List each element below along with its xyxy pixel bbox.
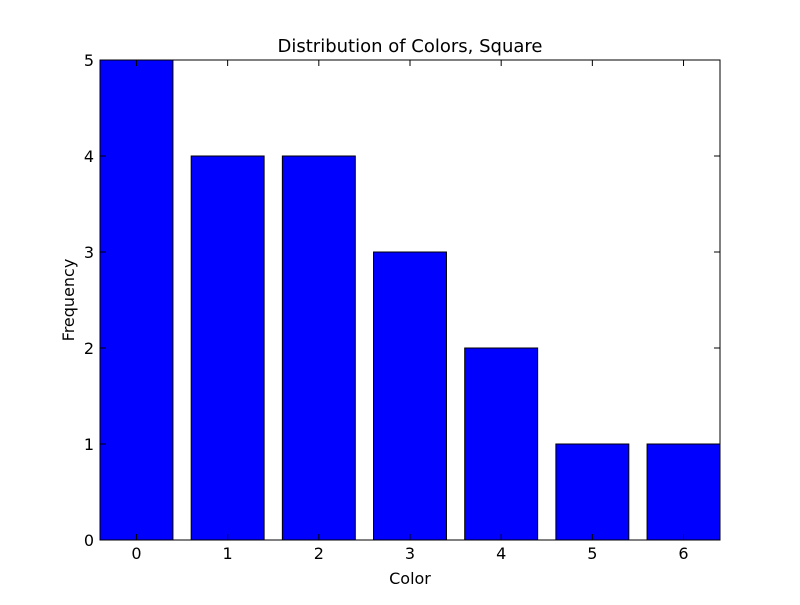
x-tick-label: 6 bbox=[678, 544, 688, 563]
bars-group bbox=[99, 59, 721, 541]
plot-frame bbox=[99, 59, 721, 541]
y-tick-label: 3 bbox=[84, 243, 94, 262]
y-tick-label: 5 bbox=[84, 51, 94, 70]
x-tick-label: 4 bbox=[496, 544, 506, 563]
y-tick-label: 4 bbox=[84, 147, 94, 166]
bar-6 bbox=[646, 443, 721, 541]
bar-5 bbox=[555, 443, 630, 541]
chart-title: Distribution of Colors, Square bbox=[278, 36, 543, 57]
y-tick-label: 2 bbox=[84, 339, 94, 358]
x-tick-label: 2 bbox=[314, 544, 324, 563]
x-tick-label: 0 bbox=[131, 544, 141, 563]
y-axis-label: Frequency bbox=[59, 259, 78, 342]
bar-0 bbox=[99, 59, 174, 541]
x-tick-label: 5 bbox=[587, 544, 597, 563]
ticks-group: 0 1 2 3 4 5 6 0 1 2 3 4 5 bbox=[84, 51, 720, 563]
x-axis-label: Color bbox=[389, 569, 431, 588]
bar-1 bbox=[190, 155, 265, 541]
x-tick-label: 1 bbox=[223, 544, 233, 563]
bar-3 bbox=[373, 251, 447, 541]
y-tick-label: 1 bbox=[84, 435, 94, 454]
x-tick-label: 3 bbox=[405, 544, 415, 563]
y-tick-label: 0 bbox=[84, 531, 94, 550]
bar-2 bbox=[281, 155, 356, 541]
bar-4 bbox=[464, 347, 539, 541]
